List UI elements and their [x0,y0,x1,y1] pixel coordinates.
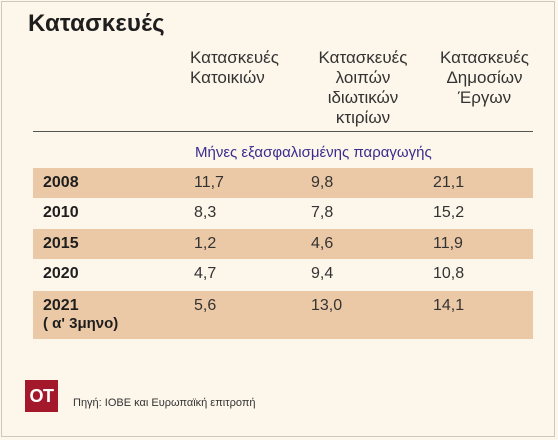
row-year: 2021 [43,297,79,314]
table-row: 2020 4,7 9,4 10,8 [33,259,533,290]
column-header-housing: Κατασκευές Κατοικιών [190,48,279,87]
row-year: 2010 [43,204,79,221]
table-row: 2008 11,7 9,8 21,1 [33,168,533,198]
source-note: Πηγή: ΙΟΒΕ και Ευρωπαϊκή επιτροπή [73,397,256,409]
table-row: 2010 8,3 7,8 15,2 [33,198,533,228]
value-other-private: 7,8 [311,204,334,221]
value-housing: 4,7 [194,265,217,282]
value-public-works: 21,1 [433,174,465,191]
row-year-period: ( α' 3μηνο) [43,315,119,332]
value-public-works: 10,8 [433,265,465,282]
value-housing: 1,2 [194,235,217,252]
table-row: 2021 ( α' 3μηνο) 5,6 13,0 14,1 [33,291,533,339]
column-header-other-private: Κατασκευές λοιπών ιδιωτικών κτιρίων [318,48,408,127]
infographic-title: Κατασκευές [28,10,165,37]
value-housing: 8,3 [194,204,217,221]
value-public-works: 15,2 [433,204,465,221]
value-housing: 5,6 [194,297,217,314]
value-public-works: 11,9 [433,235,463,252]
table-subtitle: Μήνες εξασφαλισμένης παραγωγής [195,144,432,161]
value-other-private: 13,0 [311,297,343,314]
column-header-public-works: Κατασκευές Δημοσίων Έργων [440,48,529,107]
value-other-private: 9,4 [311,265,334,282]
row-year-block: 2021 ( α' 3μηνο) [43,297,118,333]
publisher-logo: ΟΤ [25,380,58,412]
value-public-works: 14,1 [433,297,465,314]
row-year: 2020 [43,265,79,282]
value-other-private: 4,6 [311,235,334,252]
value-other-private: 9,8 [311,174,334,191]
table-row: 2015 1,2 4,6 11,9 [33,229,533,259]
row-year: 2008 [43,174,79,191]
row-year: 2015 [43,235,79,252]
value-housing: 11,7 [194,174,224,191]
header-divider [33,131,533,132]
